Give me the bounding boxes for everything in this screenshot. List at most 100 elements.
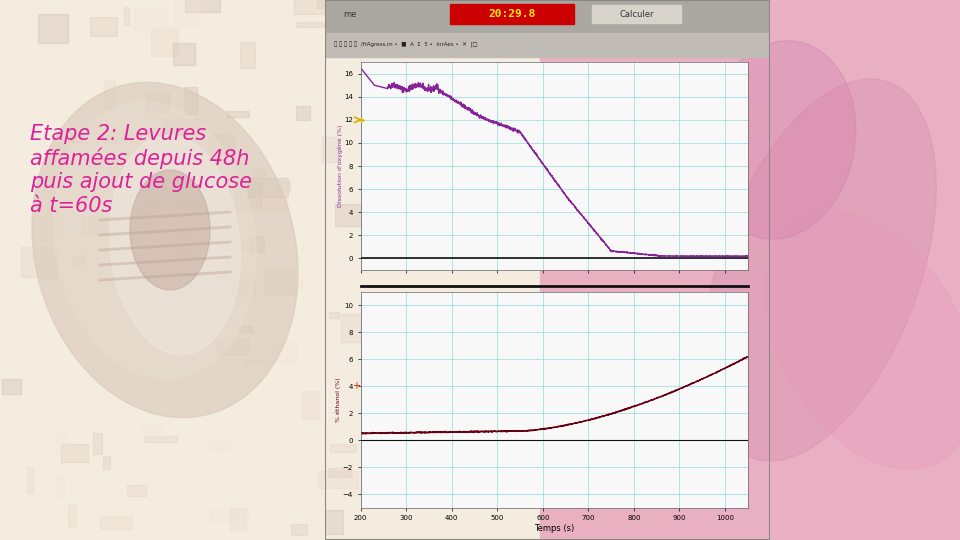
Bar [248, 178, 288, 197]
Bar [230, 508, 246, 530]
Bar [319, 471, 357, 488]
Bar [341, 314, 361, 341]
Bar [127, 485, 146, 496]
Text: +: + [352, 381, 360, 391]
Bar [83, 217, 118, 235]
Bar [171, 201, 207, 209]
Bar [93, 433, 102, 454]
Bar [216, 339, 249, 354]
Bar [81, 250, 87, 260]
Bar [229, 129, 236, 141]
Bar [365, 176, 371, 191]
Bar [237, 326, 252, 333]
Bar [540, 0, 960, 540]
Bar [449, 4, 574, 24]
Bar [173, 43, 195, 65]
Bar [138, 202, 158, 232]
Bar [221, 242, 252, 250]
Text: Calculer: Calculer [619, 10, 654, 18]
Bar [135, 9, 167, 32]
Ellipse shape [704, 79, 936, 461]
Y-axis label: % éthanol (%): % éthanol (%) [336, 377, 342, 422]
Bar [317, 0, 347, 9]
Bar [265, 268, 296, 295]
Bar [325, 33, 770, 57]
Bar [174, 1, 199, 26]
Bar [186, 269, 223, 287]
Bar [103, 456, 109, 469]
Bar [330, 444, 356, 453]
Ellipse shape [130, 170, 210, 290]
Bar [27, 467, 33, 493]
Bar [335, 204, 371, 226]
Bar [294, 0, 329, 14]
Ellipse shape [704, 40, 856, 239]
Bar [50, 144, 65, 153]
Bar [257, 195, 287, 212]
Bar [246, 360, 269, 365]
Bar [68, 505, 76, 526]
Y-axis label: Dissolution d'oxygène (%): Dissolution d'oxygène (%) [337, 125, 343, 207]
Bar [60, 444, 88, 462]
Bar [301, 391, 319, 419]
Bar [234, 181, 261, 210]
Bar [251, 237, 264, 252]
Bar [2, 379, 21, 395]
Bar [0, 0, 540, 540]
Bar [103, 132, 141, 143]
Bar [296, 22, 324, 27]
Bar [90, 17, 117, 36]
Bar [325, 0, 770, 32]
Bar [71, 134, 84, 142]
Bar [32, 213, 58, 242]
Bar [144, 436, 177, 442]
Bar [325, 510, 343, 534]
Bar [328, 312, 339, 318]
Bar [109, 156, 116, 174]
Bar [277, 181, 290, 191]
Bar [175, 122, 193, 149]
Ellipse shape [765, 211, 960, 469]
Bar [104, 80, 115, 109]
Bar [146, 128, 181, 136]
Bar [292, 524, 307, 535]
Bar [266, 342, 298, 363]
Bar [208, 135, 234, 154]
Bar [21, 247, 58, 276]
Bar [38, 14, 68, 44]
Bar [216, 274, 255, 296]
Bar [174, 231, 195, 256]
Bar [151, 29, 178, 56]
Bar [240, 42, 254, 68]
Bar [210, 442, 228, 451]
Text: me: me [343, 10, 356, 18]
Bar [129, 266, 146, 275]
Text: ⬜ ⬜ ⬜ ⬜ ⬜  /HAgress.rn •  ■  A  Σ  5 •  InrAes •  ✕  |□: ⬜ ⬜ ⬜ ⬜ ⬜ /HAgress.rn • ■ A Σ 5 • InrAes… [334, 42, 477, 48]
Bar [209, 509, 249, 522]
Bar [322, 137, 337, 163]
Bar [592, 5, 681, 23]
Bar [124, 7, 129, 25]
Text: 20:29.8: 20:29.8 [489, 9, 536, 19]
Bar [680, 0, 960, 540]
Bar [56, 475, 64, 497]
Bar [372, 84, 393, 109]
Bar [56, 434, 65, 454]
Bar [100, 516, 132, 529]
Bar [253, 170, 266, 178]
Bar [367, 230, 379, 241]
Bar [141, 428, 162, 434]
Text: Etape 2: Levures
affamées depuis 48h
puis ajout de glucose
à t=60s: Etape 2: Levures affamées depuis 48h pui… [30, 124, 252, 215]
Bar [268, 280, 302, 290]
Bar [136, 253, 166, 280]
Bar [227, 111, 250, 117]
Bar [296, 106, 310, 120]
Bar [72, 256, 85, 264]
Bar [328, 468, 351, 476]
Bar [183, 87, 197, 114]
Bar [350, 490, 365, 495]
Ellipse shape [54, 101, 256, 379]
Bar [146, 93, 169, 112]
Bar [164, 119, 199, 134]
X-axis label: Temps (s): Temps (s) [534, 524, 574, 533]
